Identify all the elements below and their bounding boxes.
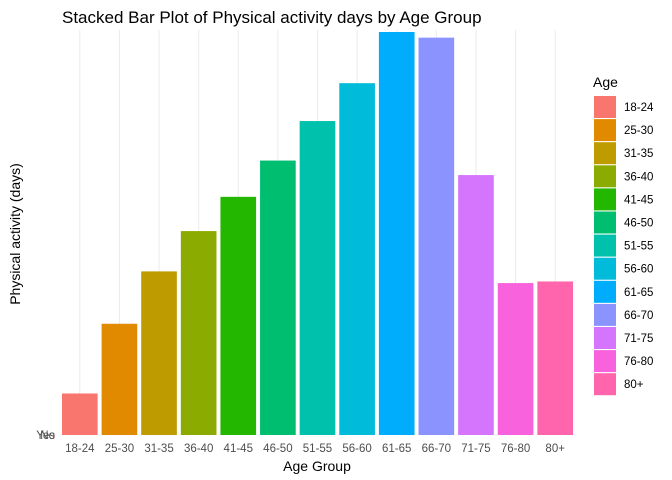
x-tick-label: 61-65 — [382, 443, 411, 455]
bar-66-70 — [418, 37, 455, 435]
x-tick-label: 80+ — [545, 443, 565, 455]
legend-label: 61-65 — [624, 287, 653, 299]
legend-label: 25-30 — [624, 125, 653, 137]
legend-label: 18-24 — [624, 102, 654, 114]
y-axis-title: Physical activity (days) — [7, 163, 23, 305]
bar-56-60 — [339, 83, 375, 436]
chart-title: Stacked Bar Plot of Physical activity da… — [62, 8, 482, 27]
legend-key — [594, 234, 616, 257]
legend-key — [594, 327, 616, 349]
bar-18-24 — [61, 393, 98, 435]
legend-label: 51-55 — [624, 241, 653, 253]
legend-label: 31-35 — [624, 148, 653, 160]
x-tick-label: 25-30 — [105, 443, 134, 455]
x-tick-label: 36-40 — [184, 443, 213, 455]
x-tick-label: 76-80 — [501, 443, 530, 455]
x-tick-label: 31-35 — [144, 443, 173, 455]
legend-items: 18-24 25-30 31-35 36-40 41-45 46-50 51-55 56-60… — [594, 96, 654, 396]
legend-label: 56-60 — [624, 264, 653, 276]
legend-key — [594, 350, 616, 373]
bar-76-80 — [497, 283, 534, 435]
legend-label: 36-40 — [624, 171, 653, 183]
x-tick-label: 46-50 — [263, 443, 292, 455]
bar-61-65 — [378, 32, 415, 435]
bar-46-50 — [260, 160, 296, 435]
legend-key — [594, 280, 616, 303]
bar-80+ — [537, 281, 574, 435]
legend-label: 66-70 — [624, 310, 653, 322]
legend-key — [594, 96, 616, 118]
legend-key — [594, 373, 616, 396]
x-tick-label: 18-24 — [65, 443, 95, 455]
x-axis-title: Age Group — [283, 458, 351, 474]
legend-label: 41-45 — [624, 194, 653, 206]
legend-key — [594, 165, 616, 188]
legend-label: 71-75 — [624, 333, 653, 345]
x-tick-label: 66-70 — [422, 443, 451, 455]
legend-label: 80+ — [624, 379, 644, 391]
legend-title: Age — [593, 74, 618, 90]
legend-label: 76-80 — [624, 356, 653, 368]
legend-key — [594, 188, 616, 211]
bar-25-30 — [101, 323, 138, 435]
bars — [61, 32, 574, 436]
y-tick-label: No — [40, 430, 55, 442]
x-tick-labels: 18-24 25-30 31-35 36-40 41-45 46-50 51-55 56-60… — [65, 443, 565, 455]
x-tick-label: 71-75 — [461, 443, 490, 455]
legend-key — [594, 211, 616, 234]
legend: Age 18-24 25-30 31-35 36-40 41-45 46-50 51-55 5… — [593, 74, 654, 396]
legend-key — [594, 119, 616, 142]
bar-71-75 — [458, 175, 494, 435]
y-tick-label: Yes — [36, 430, 55, 442]
x-tick-label: 41-45 — [224, 443, 253, 455]
x-tick-label: 51-55 — [303, 443, 332, 455]
legend-key — [594, 142, 616, 165]
x-tick-label: 56-60 — [342, 443, 371, 455]
legend-key — [594, 303, 616, 326]
legend-key — [594, 257, 616, 280]
bar-36-40 — [180, 231, 217, 435]
bar-31-35 — [141, 271, 177, 435]
bar-41-45 — [220, 196, 257, 435]
bar-51-55 — [299, 121, 336, 435]
legend-label: 46-50 — [624, 218, 653, 230]
